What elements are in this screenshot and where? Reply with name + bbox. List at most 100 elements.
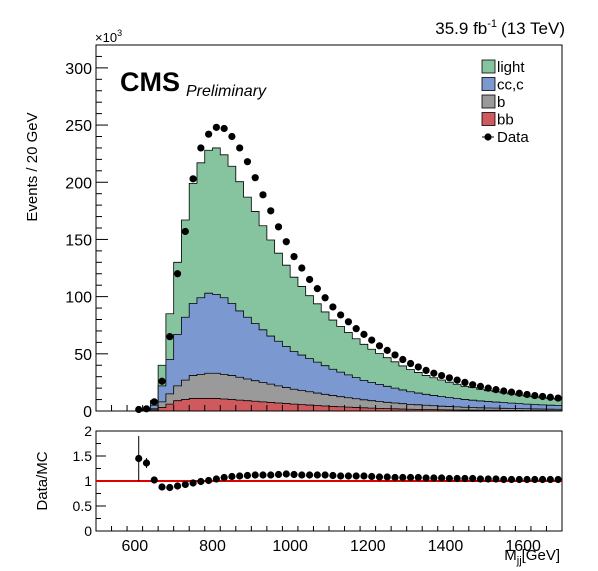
ratio-point — [135, 455, 142, 462]
main-y-tick-label: 250 — [65, 118, 92, 135]
ratio-point — [275, 471, 282, 478]
data-point — [384, 347, 391, 354]
ratio-point — [213, 475, 220, 482]
ratio-point — [298, 471, 305, 478]
data-point — [221, 125, 228, 132]
data-point — [213, 124, 220, 131]
exponent-label: ×103 — [95, 28, 122, 45]
ratio-y-tick-label: 1 — [84, 473, 92, 489]
ratio-point — [430, 474, 437, 481]
ratio-point — [384, 473, 391, 480]
data-point — [539, 393, 546, 400]
ratio-point — [477, 475, 484, 482]
ratio-point — [376, 473, 383, 480]
main-y-axis-title: Events / 20 GeV — [24, 112, 41, 221]
x-tick-label: 600 — [121, 538, 148, 555]
ratio-point — [306, 471, 313, 478]
data-point — [407, 360, 414, 367]
data-point — [290, 253, 297, 260]
ratio-point — [158, 483, 165, 490]
legend-label: bb — [497, 112, 514, 129]
data-point — [492, 386, 499, 393]
data-point — [531, 392, 538, 399]
legend-swatch-b — [482, 95, 495, 108]
ratio-point — [539, 476, 546, 483]
ratio-point — [252, 471, 259, 478]
ratio-point — [244, 472, 251, 479]
data-point — [446, 374, 453, 381]
ratio-point — [329, 472, 336, 479]
ratio-point — [283, 470, 290, 477]
data-point — [454, 377, 461, 384]
ratio-point — [174, 482, 181, 489]
data-point — [523, 391, 530, 398]
ratio-y-tick-label: 2 — [84, 423, 92, 439]
data-point — [174, 270, 181, 277]
ratio-point — [360, 472, 367, 479]
ratio-point — [391, 474, 398, 481]
ratio-y-tick-label: 0 — [84, 523, 92, 539]
cms-label: CMS — [120, 67, 180, 97]
ratio-point — [228, 473, 235, 480]
data-point — [422, 367, 429, 374]
data-point — [228, 133, 235, 140]
data-point — [547, 394, 554, 401]
ratio-point — [322, 471, 329, 478]
data-point — [197, 144, 204, 151]
ratio-point — [368, 473, 375, 480]
ratio-point — [205, 477, 212, 484]
data-point — [485, 385, 492, 392]
ratio-point — [236, 472, 243, 479]
data-point — [337, 311, 344, 318]
ratio-point — [555, 476, 562, 483]
data-point — [314, 285, 321, 292]
main-y-tick-label: 0 — [83, 404, 92, 421]
legend-swatch-cc-c — [482, 78, 495, 91]
data-point — [252, 174, 259, 181]
ratio-point — [485, 475, 492, 482]
data-point — [275, 223, 282, 230]
data-point — [353, 325, 360, 332]
ratio-point — [422, 474, 429, 481]
data-point — [329, 303, 336, 310]
ratio-point — [197, 478, 204, 485]
ratio-y-axis-title: Data/MC — [34, 451, 51, 510]
data-point — [430, 370, 437, 377]
ratio-point — [407, 474, 414, 481]
data-point — [236, 144, 243, 151]
data-point — [415, 363, 422, 370]
data-point — [360, 331, 367, 338]
ratio-point — [454, 475, 461, 482]
ratio-point — [446, 475, 453, 482]
main-y-tick-label: 200 — [65, 175, 92, 192]
ratio-point — [221, 474, 228, 481]
ratio-point — [500, 476, 507, 483]
data-point — [244, 158, 251, 165]
data-point — [158, 378, 165, 385]
legend-label: Data — [497, 129, 529, 146]
data-point — [508, 389, 515, 396]
ratio-point — [259, 471, 266, 478]
legend-label: b — [497, 94, 505, 111]
data-point — [322, 294, 329, 301]
data-point — [461, 379, 468, 386]
legend-data-marker — [484, 133, 491, 140]
ratio-y-tick-label: 0.5 — [73, 498, 93, 514]
ratio-point — [353, 472, 360, 479]
data-point — [399, 356, 406, 363]
data-point — [166, 333, 173, 340]
x-axis-title: Mjj[GeV] — [504, 547, 560, 567]
data-point — [500, 387, 507, 394]
x-tick-label: 1400 — [428, 538, 464, 555]
data-point — [259, 191, 266, 198]
ratio-point — [531, 476, 538, 483]
ratio-point — [547, 476, 554, 483]
ratio-point — [516, 476, 523, 483]
main-y-tick-label: 300 — [65, 61, 92, 78]
data-point — [189, 175, 196, 182]
legend-swatch-light — [482, 60, 495, 73]
legend-label: light — [497, 59, 525, 76]
ratio-point — [469, 475, 476, 482]
data-point — [345, 318, 352, 325]
ratio-point — [492, 475, 499, 482]
